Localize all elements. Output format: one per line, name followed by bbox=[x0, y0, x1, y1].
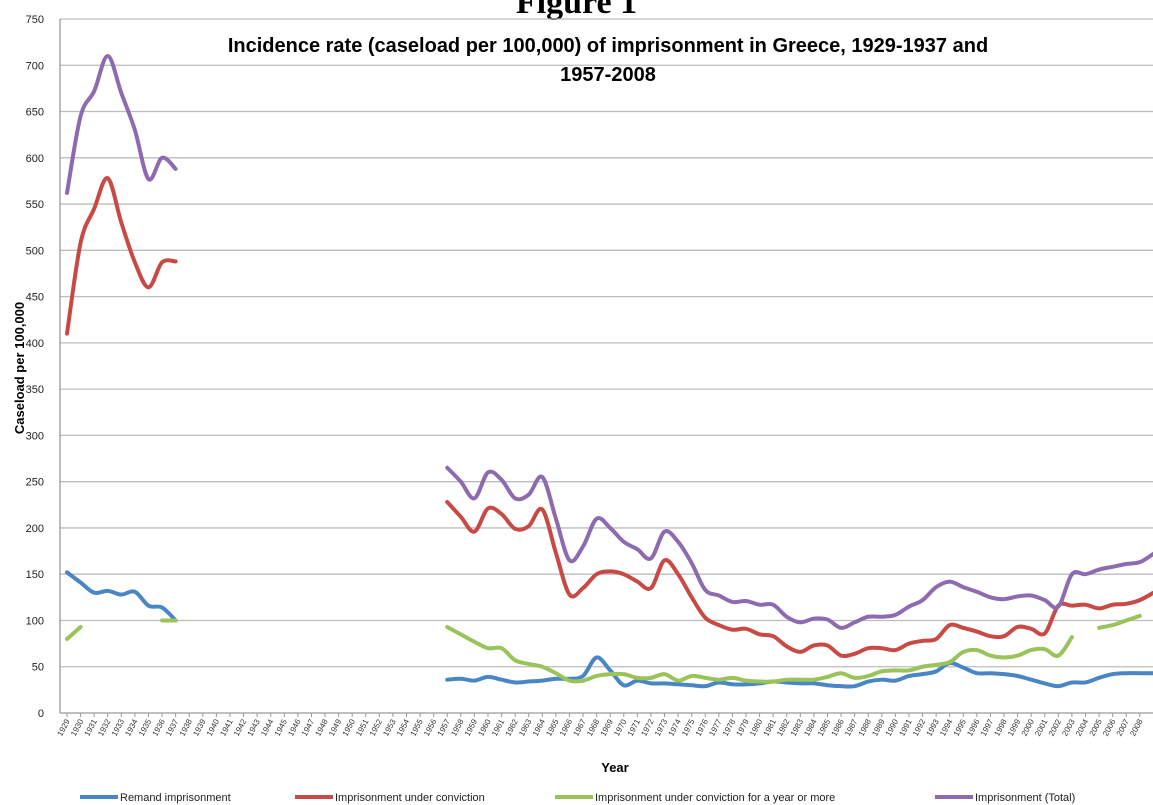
legend-label-4: Imprisonment (Total) bbox=[975, 792, 1075, 804]
y-tick-label: 0 bbox=[38, 708, 44, 720]
y-tick-label: 600 bbox=[26, 153, 44, 165]
x-axis-label: Year bbox=[601, 760, 628, 775]
series-line-2 bbox=[445, 500, 1153, 659]
y-tick-label: 150 bbox=[26, 569, 44, 581]
y-tick-label: 400 bbox=[26, 338, 44, 350]
x-tick-label: 2008 bbox=[1128, 717, 1145, 737]
figure-label: Figure 1 bbox=[515, 0, 638, 21]
y-tick-label: 200 bbox=[26, 523, 44, 535]
y-tick-label: 100 bbox=[26, 615, 44, 627]
series-line-3 bbox=[1097, 613, 1142, 630]
y-tick-label: 50 bbox=[32, 662, 44, 674]
y-tick-label: 500 bbox=[26, 245, 44, 257]
y-tick-label: 750 bbox=[26, 14, 44, 26]
y-tick-label: 550 bbox=[26, 199, 44, 211]
legend-label-1: Remand imprisonment bbox=[120, 792, 231, 804]
series-line-4 bbox=[65, 54, 178, 195]
chart-title-line-2: 1957-2008 bbox=[560, 64, 656, 86]
series-line-1 bbox=[65, 570, 178, 623]
series-line-2 bbox=[65, 176, 178, 336]
legend-label-2: Imprisonment under conviction bbox=[335, 792, 485, 804]
series-line-4 bbox=[445, 465, 1153, 630]
y-tick-label: 650 bbox=[26, 107, 44, 119]
y-axis-ticks: 0 50 100 150 200 250 300 350 400 450 500 550 600 650 7… bbox=[26, 14, 44, 720]
y-tick-label: 450 bbox=[26, 292, 44, 304]
y-tick-label: 700 bbox=[26, 60, 44, 72]
series-lines bbox=[65, 54, 1153, 689]
legend: Remand imprisonment Imprisonment under co… bbox=[80, 792, 1075, 804]
series-line-3 bbox=[65, 624, 83, 641]
y-tick-label: 300 bbox=[26, 430, 44, 442]
chart-title-line-1: Incidence rate (caseload per 100,000) of… bbox=[228, 35, 988, 57]
series-line-3 bbox=[445, 624, 1074, 684]
y-tick-label: 350 bbox=[26, 384, 44, 396]
legend-label-3: Imprisonment under conviction for a year… bbox=[595, 792, 835, 804]
y-tick-label: 250 bbox=[26, 477, 44, 489]
gridlines bbox=[59, 18, 1153, 714]
x-axis-ticks: 1929193019311932193319341935193619371938… bbox=[55, 713, 1145, 738]
y-axis-label: Caseload per 100,000 bbox=[12, 302, 27, 434]
